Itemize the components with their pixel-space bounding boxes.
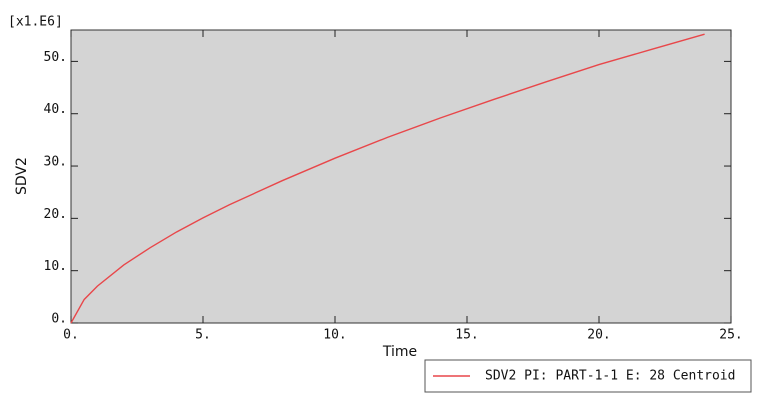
x-tick-label: 20. bbox=[587, 328, 610, 343]
series-line bbox=[70, 33, 705, 324]
x-tick-label: 0. bbox=[63, 328, 79, 343]
x-axis-title: Time bbox=[382, 344, 417, 360]
x-tick-label: 5. bbox=[195, 328, 211, 343]
y-axis-title: SDV2 bbox=[14, 157, 30, 195]
y-tick-label: 50. bbox=[44, 50, 67, 65]
legend-box bbox=[424, 359, 752, 393]
x-tick-label: 10. bbox=[323, 328, 346, 343]
legend-label: SDV2 PI: PART-1-1 E: 28 Centroid bbox=[485, 369, 735, 384]
y-tick-label: 0. bbox=[51, 312, 67, 327]
y-tick-label: 40. bbox=[44, 102, 67, 117]
plot-area bbox=[70, 29, 732, 324]
y-multiplier: [x1.E6] bbox=[8, 15, 63, 30]
x-tick-label: 25. bbox=[719, 328, 742, 343]
y-tick-label: 10. bbox=[44, 259, 67, 274]
x-tick-label: 15. bbox=[455, 328, 478, 343]
y-tick-label: 20. bbox=[44, 207, 67, 222]
y-tick-label: 30. bbox=[44, 155, 67, 170]
